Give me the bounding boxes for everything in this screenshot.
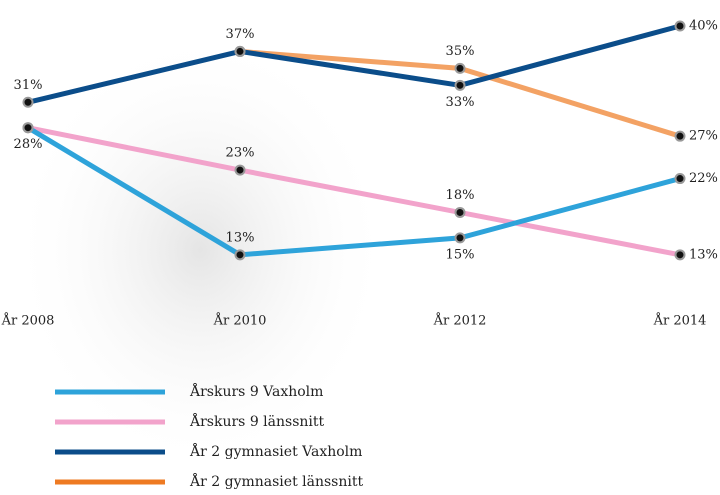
data-point [236, 250, 245, 259]
data-point [456, 208, 465, 217]
x-tick-label: År 2010 [213, 313, 267, 329]
data-point [24, 123, 33, 132]
x-tick-label: År 2008 [1, 313, 55, 329]
legend-label: Årskurs 9 Vaxholm [189, 382, 323, 400]
data-label: 28% [14, 137, 43, 152]
chart: År 2008 År 2010 År 2012 År 2014 35% 27% 23% 18%… [0, 0, 720, 495]
data-label: 35% [446, 44, 475, 59]
data-label: 33% [446, 95, 475, 110]
data-label: 13% [689, 247, 718, 262]
legend-label: År 2 gymnasiet länssnitt [189, 472, 363, 490]
data-label: 27% [689, 129, 718, 144]
data-point [236, 47, 245, 56]
data-label: 31% [14, 78, 43, 93]
x-tick-label: År 2012 [433, 313, 487, 329]
data-label: 22% [689, 171, 718, 186]
data-point [676, 174, 685, 183]
data-label: 23% [226, 146, 255, 161]
legend-label: År 2 gymnasiet Vaxholm [189, 442, 362, 460]
data-point [456, 81, 465, 90]
x-tick-label: År 2014 [653, 313, 707, 329]
data-point [676, 250, 685, 259]
data-label: 40% [689, 19, 718, 34]
data-label: 18% [446, 188, 475, 203]
data-point [236, 166, 245, 175]
data-point [676, 22, 685, 31]
data-point [676, 132, 685, 141]
data-point [456, 64, 465, 73]
data-point [24, 98, 33, 107]
legend-label: Årskurs 9 länssnitt [189, 412, 325, 430]
data-label: 15% [446, 247, 475, 262]
data-label: 37% [226, 27, 255, 42]
data-label: 13% [226, 230, 255, 245]
data-point [456, 233, 465, 242]
